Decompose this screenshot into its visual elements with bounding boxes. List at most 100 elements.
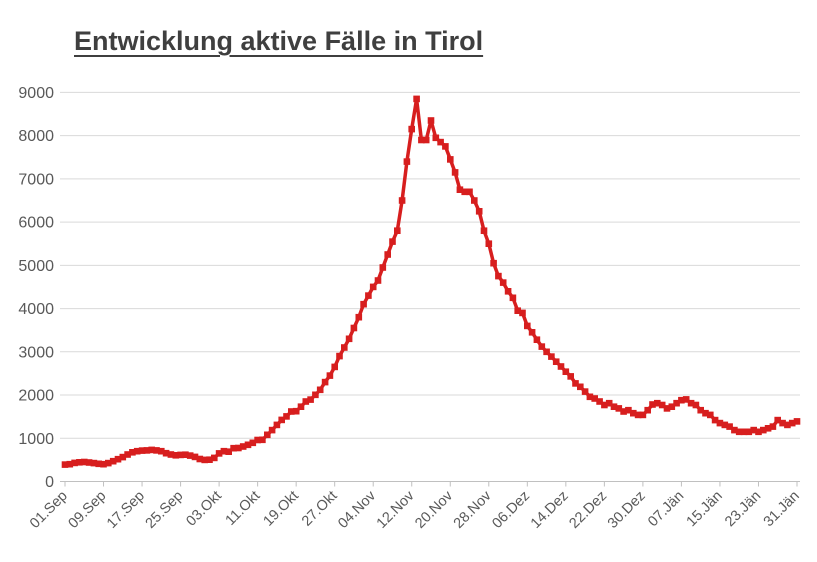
- data-point-marker: [235, 444, 242, 452]
- data-point-marker: [634, 411, 642, 419]
- data-point-marker: [610, 403, 618, 410]
- data-point-marker: [702, 409, 709, 417]
- data-point-marker: [143, 447, 151, 454]
- data-point-marker: [413, 95, 420, 103]
- data-point-marker: [422, 136, 430, 144]
- data-point-marker: [418, 136, 425, 144]
- y-tick-label: 1000: [18, 431, 54, 448]
- data-point-marker: [601, 401, 608, 409]
- data-point-marker: [162, 449, 170, 457]
- y-tick-label: 9000: [18, 85, 54, 102]
- data-point-marker: [182, 451, 189, 458]
- data-point-marker: [654, 399, 661, 407]
- data-point-marker: [379, 264, 387, 271]
- data-point-marker: [784, 421, 791, 429]
- data-point-marker: [133, 447, 141, 455]
- data-point-marker: [769, 423, 777, 430]
- y-tick-label: 4000: [18, 301, 54, 318]
- x-tick-label: 11.Okt: [223, 488, 264, 529]
- data-point-marker: [384, 251, 391, 258]
- data-point-marker: [288, 408, 295, 415]
- x-tick-label: 06.Dez: [489, 488, 533, 532]
- data-point-marker: [273, 421, 281, 429]
- data-point-marker: [726, 423, 733, 430]
- data-point-marker: [447, 156, 454, 163]
- data-point-marker: [427, 117, 435, 124]
- x-tick-label: 12.Nov: [374, 487, 418, 531]
- data-point-marker: [528, 329, 536, 336]
- x-tick-label: 30.Dez: [605, 488, 649, 532]
- data-point-marker: [90, 459, 98, 467]
- data-point-marker: [172, 452, 180, 459]
- data-point-marker: [721, 421, 729, 429]
- data-point-marker: [81, 458, 88, 466]
- data-point-marker: [100, 460, 107, 468]
- data-point-marker: [225, 448, 232, 455]
- data-point-marker: [649, 401, 656, 408]
- data-point-marker: [432, 134, 440, 142]
- data-point-marker: [105, 459, 112, 467]
- data-point-marker: [374, 277, 382, 284]
- data-point-marker: [760, 426, 767, 434]
- data-point-marker: [360, 300, 367, 308]
- data-point-marker: [572, 380, 579, 387]
- data-point-marker: [408, 125, 415, 133]
- data-point-marker: [61, 461, 69, 468]
- data-point-marker: [548, 353, 555, 360]
- data-point-marker: [191, 453, 199, 461]
- data-point-marker: [398, 197, 406, 204]
- data-point-marker: [268, 426, 276, 434]
- data-point-marker: [499, 279, 507, 286]
- data-point-marker: [95, 460, 102, 468]
- data-point-marker: [658, 401, 666, 409]
- data-point-marker: [514, 307, 521, 314]
- data-point-marker: [596, 398, 603, 405]
- data-point-marker: [678, 396, 685, 404]
- data-point-marker: [369, 283, 377, 291]
- data-point-marker: [644, 406, 651, 414]
- data-point-marker: [186, 452, 194, 459]
- data-point-marker: [567, 373, 574, 380]
- x-tick-label: 15.Jän: [684, 488, 726, 530]
- data-point-marker: [750, 426, 757, 434]
- data-point-marker: [543, 348, 550, 356]
- data-point-marker: [475, 208, 483, 215]
- data-point-marker: [177, 451, 184, 459]
- series-line: [63, 97, 799, 467]
- data-point-marker: [389, 238, 396, 245]
- data-point-marker: [283, 413, 290, 420]
- data-point-marker: [316, 386, 324, 394]
- data-point-marker: [711, 416, 719, 424]
- data-point-marker: [615, 405, 623, 412]
- data-point-marker: [355, 313, 363, 321]
- data-point-marker: [764, 425, 772, 432]
- data-point-marker: [630, 409, 637, 417]
- data-point-marker: [495, 272, 502, 280]
- data-point-marker: [707, 411, 714, 419]
- x-tick-label: 17.Sep: [104, 488, 148, 532]
- data-point-marker: [215, 450, 223, 457]
- data-point-marker: [788, 419, 796, 427]
- data-point-marker: [66, 460, 74, 468]
- data-point-marker: [264, 431, 271, 439]
- data-point-marker: [249, 439, 257, 447]
- data-point-marker: [230, 444, 237, 452]
- data-point-marker: [620, 408, 627, 415]
- x-tick-label: 04.Nov: [335, 487, 379, 531]
- data-point-marker: [239, 443, 247, 450]
- y-tick-label: 2000: [18, 388, 54, 405]
- data-point-marker: [605, 399, 613, 407]
- data-point-marker: [716, 419, 724, 427]
- data-point-marker: [119, 453, 127, 461]
- data-point-marker: [244, 441, 252, 449]
- data-point-marker: [663, 405, 671, 412]
- data-point-marker: [153, 447, 160, 454]
- data-point-marker: [345, 335, 353, 343]
- data-point-marker: [533, 336, 541, 343]
- data-point-marker: [673, 399, 680, 407]
- data-point-marker: [586, 393, 594, 401]
- data-point-marker: [109, 457, 117, 465]
- y-tick-label: 3000: [18, 344, 54, 361]
- data-point-marker: [471, 197, 478, 204]
